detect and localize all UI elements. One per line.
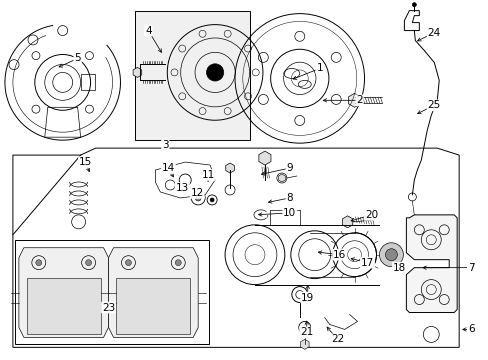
Text: 19: 19 bbox=[301, 293, 314, 302]
Text: 24: 24 bbox=[427, 28, 440, 37]
Circle shape bbox=[210, 198, 214, 202]
Text: 8: 8 bbox=[286, 193, 292, 203]
Text: 21: 21 bbox=[300, 327, 313, 337]
Text: 11: 11 bbox=[201, 170, 214, 180]
Text: 4: 4 bbox=[145, 26, 151, 36]
Text: 15: 15 bbox=[79, 157, 92, 167]
Text: 1: 1 bbox=[316, 63, 323, 73]
Bar bbox=[135, 11, 249, 140]
Polygon shape bbox=[116, 278, 190, 334]
Text: 16: 16 bbox=[332, 250, 346, 260]
Text: 13: 13 bbox=[175, 183, 188, 193]
Circle shape bbox=[85, 260, 91, 266]
Circle shape bbox=[36, 260, 41, 266]
Text: 9: 9 bbox=[286, 163, 292, 173]
Text: 17: 17 bbox=[360, 258, 373, 268]
Polygon shape bbox=[300, 339, 308, 349]
Text: 5: 5 bbox=[74, 54, 81, 63]
Polygon shape bbox=[27, 278, 101, 334]
Text: 22: 22 bbox=[330, 334, 344, 345]
Circle shape bbox=[125, 260, 131, 266]
Circle shape bbox=[206, 64, 224, 81]
Polygon shape bbox=[342, 216, 352, 228]
Bar bbox=[15, 240, 209, 345]
Polygon shape bbox=[13, 148, 458, 347]
Polygon shape bbox=[225, 163, 234, 173]
Polygon shape bbox=[278, 174, 285, 182]
Text: 18: 18 bbox=[392, 263, 405, 273]
Circle shape bbox=[379, 243, 403, 267]
Polygon shape bbox=[19, 248, 108, 337]
Text: 10: 10 bbox=[283, 208, 296, 218]
Polygon shape bbox=[133, 67, 142, 77]
Polygon shape bbox=[258, 151, 270, 165]
Text: 14: 14 bbox=[162, 163, 175, 173]
Text: 23: 23 bbox=[102, 302, 115, 312]
Text: 12: 12 bbox=[190, 188, 203, 198]
Text: 3: 3 bbox=[162, 140, 168, 150]
Text: 25: 25 bbox=[427, 100, 440, 110]
Circle shape bbox=[195, 195, 201, 201]
Text: 2: 2 bbox=[356, 95, 362, 105]
Text: 6: 6 bbox=[467, 324, 473, 334]
Text: 20: 20 bbox=[364, 210, 377, 220]
Circle shape bbox=[411, 3, 415, 7]
Circle shape bbox=[175, 260, 181, 266]
Polygon shape bbox=[348, 93, 360, 107]
Polygon shape bbox=[108, 248, 198, 337]
Polygon shape bbox=[406, 215, 456, 312]
Circle shape bbox=[385, 249, 397, 261]
Text: 7: 7 bbox=[467, 263, 473, 273]
